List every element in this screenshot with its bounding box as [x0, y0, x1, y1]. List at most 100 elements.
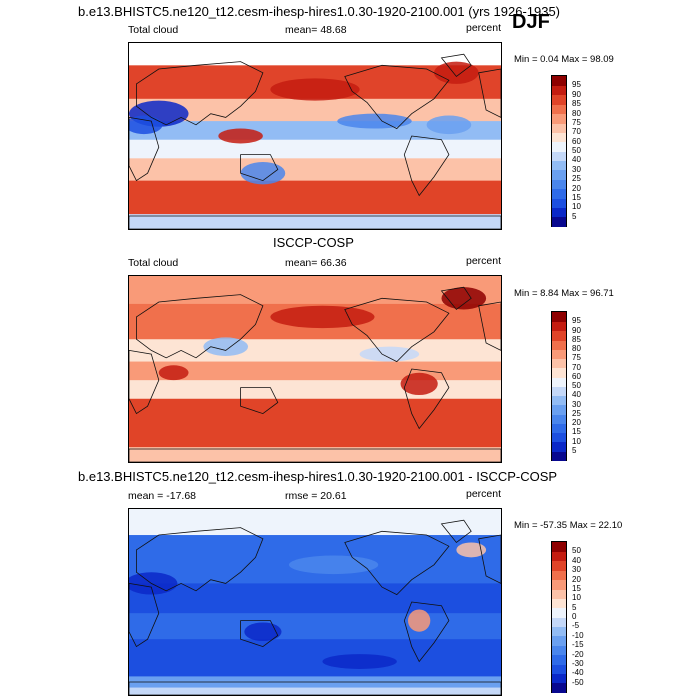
colorbar-tick-label: 80 — [572, 108, 581, 118]
colorbar-tick-label: 85 — [572, 334, 581, 344]
coastline — [129, 349, 160, 415]
panel2-stats: Min = 8.84 Max = 96.71 — [514, 288, 614, 299]
colorbar-tick-label: 40 — [572, 155, 581, 165]
field-feature — [456, 542, 487, 558]
panel3-title: b.e13.BHISTC5.ne120_t12.cesm-ihesp-hires… — [78, 469, 558, 484]
panel1-field — [129, 43, 501, 229]
field-band — [129, 447, 501, 462]
colorbar-swatch — [552, 607, 566, 618]
panel2-left-label: Total cloud — [128, 257, 179, 269]
colorbar-swatch — [552, 367, 566, 378]
colorbar-tick-label: 95 — [572, 80, 581, 90]
field-band — [129, 180, 501, 216]
panel2-map — [128, 275, 502, 463]
field-feature — [270, 305, 375, 329]
colorbar-tick-label: 95 — [572, 316, 581, 326]
colorbar-swatch — [552, 570, 566, 581]
coastline — [136, 294, 264, 359]
colorbar-tick-label: 0 — [572, 612, 577, 621]
colorbar-swatch — [552, 404, 566, 415]
panel1-stats: Min = 0.04 Max = 98.09 — [514, 54, 614, 65]
colorbar-tick-label: 10 — [572, 202, 581, 212]
field-feature — [359, 346, 420, 362]
colorbar-tick-label: 75 — [572, 353, 581, 363]
field-band — [129, 214, 501, 229]
colorbar-swatch — [552, 85, 566, 96]
field-feature — [441, 287, 487, 310]
coastline — [136, 61, 264, 126]
field-band — [129, 339, 501, 363]
colorbar-tick-label: 30 — [572, 565, 581, 575]
coastline — [440, 53, 472, 78]
colorbar-tick-label: 50 — [572, 546, 581, 556]
field-band — [129, 380, 501, 400]
colorbar-tick-label: 5 — [572, 602, 577, 612]
colorbar-swatch — [552, 626, 566, 637]
colorbar-swatch — [552, 349, 566, 359]
panel3-colorbar: -50 -40 -30 -20 -15 -10 -5 0 5 10 15 20 30 40 50 — [551, 541, 584, 693]
colorbar-swatch — [552, 551, 566, 562]
field-band — [129, 43, 501, 67]
colorbar-swatch — [552, 339, 566, 350]
field-feature — [408, 609, 431, 632]
panel1-title: b.e13.BHISTC5.ne120_t12.cesm-ihesp-hires… — [78, 4, 561, 19]
panel2-field — [129, 276, 501, 462]
colorbar-tick-label: 30 — [572, 399, 581, 409]
colorbar-tick-label: -20 — [572, 649, 584, 659]
colorbar-tick-label: 15 — [572, 583, 581, 593]
colorbar-tick-label: 30 — [572, 164, 581, 174]
colorbar-tick-label: 60 — [572, 371, 581, 381]
coastline — [478, 534, 501, 584]
colorbar-swatch — [552, 588, 566, 599]
colorbar-tick-label: 70 — [572, 127, 581, 137]
coastline — [136, 527, 264, 592]
panel1-units: percent — [466, 22, 502, 34]
colorbar-swatch — [552, 450, 566, 461]
colorbar-tick-label: 90 — [572, 325, 581, 335]
field-feature — [129, 572, 178, 595]
colorbar-swatch — [552, 423, 566, 433]
panel3-stats: Min = -57.35 Max = 22.10 — [514, 520, 623, 531]
colorbar-tick-label: -50 — [572, 677, 584, 687]
coastline — [344, 530, 450, 596]
colorbar-tick-label: -10 — [572, 630, 584, 640]
colorbar-swatch — [552, 216, 566, 227]
colorbar-swatch — [552, 141, 566, 152]
colorbar-swatch — [552, 94, 566, 105]
colorbar-tick-label: 70 — [572, 362, 581, 372]
colorbar-swatch — [552, 312, 566, 322]
colorbar-swatch — [552, 635, 566, 646]
colorbar-swatch — [552, 358, 566, 369]
colorbar-swatch — [552, 579, 566, 590]
field-band — [129, 639, 501, 678]
colorbar-tick-label: 90 — [572, 89, 581, 99]
field-feature — [244, 622, 282, 642]
colorbar-swatch — [552, 645, 566, 656]
colorbar-swatch — [552, 151, 566, 161]
colorbar-swatch — [552, 654, 566, 665]
colorbar-tick-label: 75 — [572, 117, 581, 127]
field-band — [129, 509, 501, 537]
field-feature — [337, 113, 412, 129]
colorbar-tick-label: -40 — [572, 668, 584, 678]
colorbar-swatch — [552, 169, 566, 180]
colorbar-tick-label: 85 — [572, 99, 581, 109]
colorbar-swatch — [552, 682, 566, 693]
colorbar-swatch — [552, 617, 566, 627]
panel2-title: ISCCP-COSP — [273, 235, 354, 250]
coastline — [129, 448, 501, 462]
panel2-mean: mean= 66.36 — [285, 257, 347, 269]
panel1-colorbar: 5 10 15 20 25 30 40 50 60 70 75 80 85 90 95 — [551, 75, 581, 227]
colorbar-swatch — [552, 413, 566, 424]
colorbar-swatch — [552, 122, 566, 133]
colorbar-swatch — [552, 663, 566, 674]
panel1-left-label: Total cloud — [128, 24, 179, 36]
colorbar-tick-label: 20 — [572, 574, 581, 584]
colorbar-tick-label: 50 — [572, 381, 581, 390]
colorbar-tick-label: 40 — [572, 390, 581, 400]
colorbar-swatch — [552, 376, 566, 387]
panel3-mean: mean = -17.68 — [128, 490, 197, 502]
colorbar-tick-label: 15 — [572, 192, 581, 202]
coastline — [440, 286, 472, 311]
colorbar-swatch — [552, 179, 566, 190]
